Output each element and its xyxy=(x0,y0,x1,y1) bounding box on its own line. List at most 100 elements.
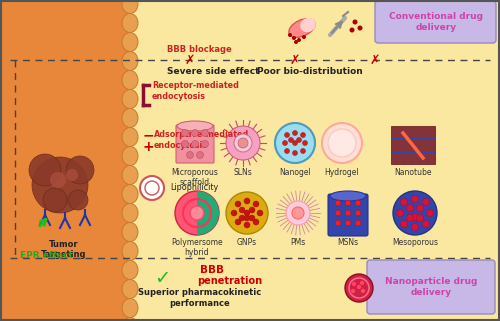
Ellipse shape xyxy=(122,166,138,185)
Circle shape xyxy=(192,141,198,148)
Bar xyxy=(391,126,435,164)
Circle shape xyxy=(400,221,407,228)
Text: PMs: PMs xyxy=(290,238,306,247)
Text: Poor bio-distribution: Poor bio-distribution xyxy=(257,66,363,75)
Circle shape xyxy=(140,176,164,200)
Text: penetration: penetration xyxy=(197,276,262,286)
Circle shape xyxy=(302,35,306,39)
Circle shape xyxy=(235,201,241,207)
Circle shape xyxy=(350,289,356,293)
Circle shape xyxy=(202,129,208,136)
Ellipse shape xyxy=(122,204,138,222)
Circle shape xyxy=(244,210,250,216)
Circle shape xyxy=(345,274,373,302)
Circle shape xyxy=(412,195,418,203)
Text: GNPs: GNPs xyxy=(237,238,257,247)
Circle shape xyxy=(426,210,434,216)
Circle shape xyxy=(328,129,356,157)
Text: BBB blockage: BBB blockage xyxy=(167,46,232,55)
Circle shape xyxy=(226,126,260,160)
Ellipse shape xyxy=(122,280,138,299)
Circle shape xyxy=(292,207,304,219)
Circle shape xyxy=(192,129,198,136)
Circle shape xyxy=(50,172,66,188)
Circle shape xyxy=(182,141,188,148)
Circle shape xyxy=(302,141,308,145)
Circle shape xyxy=(238,138,248,148)
Circle shape xyxy=(275,123,315,163)
Circle shape xyxy=(288,33,292,37)
Text: −: − xyxy=(143,128,154,142)
Circle shape xyxy=(239,215,245,221)
Circle shape xyxy=(196,152,203,159)
Circle shape xyxy=(175,191,219,235)
FancyBboxPatch shape xyxy=(375,1,496,43)
Circle shape xyxy=(350,28,354,32)
Circle shape xyxy=(300,149,306,153)
Circle shape xyxy=(297,38,301,42)
Circle shape xyxy=(296,137,302,143)
Wedge shape xyxy=(197,191,219,235)
Text: Nanotube: Nanotube xyxy=(394,168,432,177)
Text: Nanoparticle drug
delivery: Nanoparticle drug delivery xyxy=(385,277,477,297)
Circle shape xyxy=(292,36,296,40)
Circle shape xyxy=(360,281,364,285)
Bar xyxy=(0,0,128,321)
Ellipse shape xyxy=(122,146,138,166)
Text: Conventional drug
delivery: Conventional drug delivery xyxy=(389,12,483,32)
Text: Lipophilicity: Lipophilicity xyxy=(170,184,218,193)
Circle shape xyxy=(239,207,245,213)
Circle shape xyxy=(257,210,263,216)
Circle shape xyxy=(292,151,298,155)
Circle shape xyxy=(294,40,298,44)
Text: ✗: ✗ xyxy=(185,54,195,66)
Circle shape xyxy=(29,154,61,186)
Circle shape xyxy=(355,220,361,226)
Circle shape xyxy=(249,215,255,221)
Circle shape xyxy=(406,214,414,221)
Text: Superior pharmacokinetic
performance: Superior pharmacokinetic performance xyxy=(138,288,262,308)
FancyBboxPatch shape xyxy=(367,260,495,314)
Circle shape xyxy=(284,149,290,153)
Circle shape xyxy=(244,198,250,204)
Circle shape xyxy=(400,198,407,205)
Ellipse shape xyxy=(122,317,138,321)
Circle shape xyxy=(32,157,88,213)
Circle shape xyxy=(412,223,418,230)
Circle shape xyxy=(355,210,361,216)
Circle shape xyxy=(244,222,250,228)
Circle shape xyxy=(43,188,67,212)
Circle shape xyxy=(416,214,424,221)
Circle shape xyxy=(335,210,341,216)
Text: ✗: ✗ xyxy=(370,54,380,66)
Circle shape xyxy=(412,213,418,221)
Text: Receptor-mediated
endocytosis: Receptor-mediated endocytosis xyxy=(152,81,239,101)
Circle shape xyxy=(284,133,290,137)
Circle shape xyxy=(66,169,78,181)
Ellipse shape xyxy=(122,108,138,127)
Ellipse shape xyxy=(122,13,138,32)
Text: Hydrogel: Hydrogel xyxy=(324,168,360,177)
Ellipse shape xyxy=(177,121,213,131)
Text: Microporous
scaffold: Microporous scaffold xyxy=(172,168,218,187)
Circle shape xyxy=(182,129,188,136)
Circle shape xyxy=(288,137,294,143)
Circle shape xyxy=(186,152,194,159)
Circle shape xyxy=(234,134,252,152)
Circle shape xyxy=(393,191,437,235)
Circle shape xyxy=(202,141,208,148)
Circle shape xyxy=(345,200,351,206)
Circle shape xyxy=(356,284,362,290)
Text: Polymersome
hybrid: Polymersome hybrid xyxy=(171,238,223,257)
Circle shape xyxy=(292,131,298,135)
Circle shape xyxy=(358,25,362,30)
Circle shape xyxy=(235,219,241,225)
Text: Mesoporous: Mesoporous xyxy=(392,238,438,247)
Ellipse shape xyxy=(122,0,138,13)
Circle shape xyxy=(422,198,430,205)
Ellipse shape xyxy=(300,18,316,32)
Ellipse shape xyxy=(122,127,138,146)
Circle shape xyxy=(286,201,310,225)
Circle shape xyxy=(422,221,430,228)
Circle shape xyxy=(322,123,362,163)
